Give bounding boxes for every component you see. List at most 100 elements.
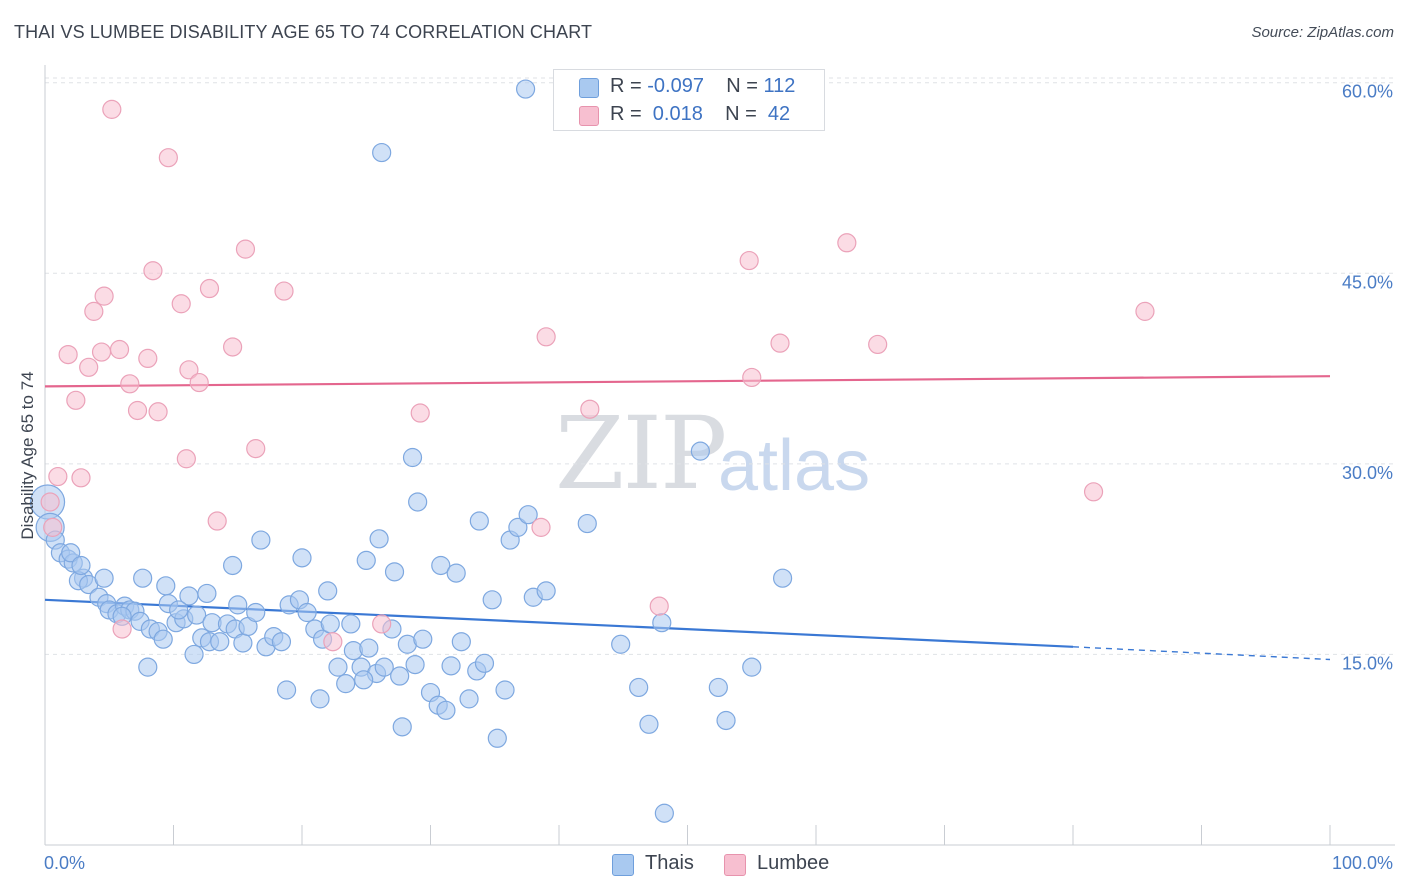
lumbee-point (372, 614, 392, 634)
thais-point (482, 590, 502, 610)
lumbee-point (189, 372, 209, 393)
n-value-lumbee: 42 (762, 103, 791, 125)
thais-point (197, 583, 217, 604)
lumbee-point (102, 99, 122, 119)
thais-legend-swatch (612, 854, 634, 876)
lumbee-point (138, 348, 158, 369)
chart-title: THAI VS LUMBEE DISABILITY AGE 65 TO 74 C… (14, 22, 593, 42)
thais-point (251, 530, 271, 550)
y-tick-label: 30.0% (1342, 463, 1393, 483)
thais-point (611, 634, 631, 654)
lumbee-point (40, 492, 60, 512)
lumbee-point (274, 281, 294, 301)
lumbee-point (649, 596, 669, 616)
lumbee-trend-line (44, 375, 1331, 388)
lumbee-point (94, 286, 114, 306)
thais-point (469, 511, 489, 531)
lumbee-point (171, 294, 191, 314)
thais-point (223, 555, 243, 576)
r-label: R = (610, 103, 648, 125)
thais-point (271, 632, 292, 652)
thais-point (446, 563, 466, 583)
lumbee-point (531, 517, 551, 537)
lumbee-point (179, 360, 199, 380)
thais-trend-line (44, 598, 1074, 648)
thais-point (320, 614, 340, 634)
axis-labels: 15.0% 30.0% 45.0% 60.0% 0.0% 100.0% Disability… (18, 82, 1393, 873)
thais-point (184, 644, 204, 665)
lumbee-point (1135, 301, 1155, 321)
thais-point (169, 600, 189, 620)
thais-point (374, 657, 394, 677)
thais-point (742, 657, 762, 677)
lumbee-point (71, 468, 91, 488)
lumbee-point (84, 301, 104, 321)
thais-point (328, 657, 348, 677)
n-value-thais: 112 (763, 75, 796, 97)
thais-point (138, 657, 158, 677)
lumbee-legend-label: Lumbee (757, 852, 830, 874)
lumbee-point (868, 334, 888, 355)
thais-point (518, 505, 538, 525)
lumbee-point (127, 400, 148, 421)
lumbee-swatch (579, 106, 599, 126)
data-points (29, 79, 1155, 823)
thais-point (341, 614, 361, 634)
lumbee-point (580, 399, 600, 419)
thais-point (431, 555, 451, 576)
thais-point (384, 562, 405, 582)
thais-point (716, 710, 736, 731)
lumbee-point (199, 278, 220, 299)
lumbee-point (58, 344, 78, 365)
thais-point (94, 568, 114, 588)
thais-point (441, 656, 461, 676)
thais-point (369, 529, 389, 549)
lumbee-legend-swatch (724, 854, 746, 876)
thais-point (356, 550, 376, 571)
lumbee-point (837, 233, 857, 253)
thais-point (246, 602, 266, 623)
thais-point (577, 513, 597, 534)
thais-point (336, 674, 356, 694)
thais-point (71, 555, 91, 576)
thais-legend-label: Thais (645, 852, 694, 874)
thais-point (436, 700, 456, 720)
thais-point (708, 677, 728, 698)
thais-point (210, 632, 230, 652)
thais-point (405, 654, 425, 675)
x-tick-label: 100.0% (1332, 853, 1393, 873)
thais-point (451, 632, 471, 652)
lumbee-point (158, 148, 178, 168)
lumbee-point (112, 619, 132, 639)
thais-point (310, 689, 330, 709)
thais-point (354, 670, 374, 690)
thais-point (536, 581, 556, 601)
thais-point (495, 680, 515, 700)
thais-trend-extension (1072, 646, 1331, 661)
lumbee-point (120, 374, 140, 394)
lumbee-point (223, 337, 243, 357)
thais-point (639, 714, 659, 734)
thais-point (372, 142, 392, 163)
thais-point (153, 629, 173, 649)
lumbee-point (246, 439, 266, 459)
thais-point (629, 677, 649, 698)
thais-point (690, 441, 710, 461)
thais-swatch (579, 78, 599, 98)
thais-point (772, 568, 793, 588)
y-tick-label: 45.0% (1342, 272, 1393, 292)
thais-point (402, 447, 423, 468)
thais-point (654, 803, 674, 823)
thais-point (276, 680, 297, 700)
thais-point (359, 638, 379, 658)
thais-point (156, 576, 176, 596)
thais-point (187, 605, 207, 625)
y-tick-label: 15.0% (1342, 653, 1393, 673)
lumbee-point (43, 517, 63, 537)
thais-point (233, 633, 253, 653)
lumbee-point (143, 261, 163, 281)
thais-point (318, 581, 338, 601)
lumbee-point (739, 250, 759, 271)
thais-point (508, 517, 528, 537)
